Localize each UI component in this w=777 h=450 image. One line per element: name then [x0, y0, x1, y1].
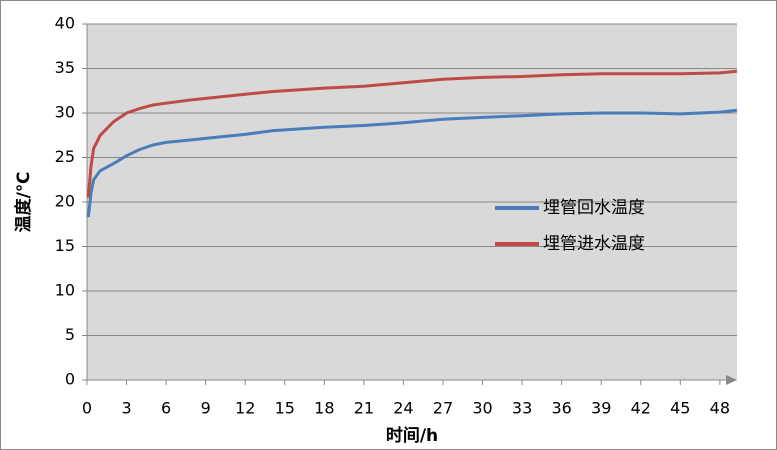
x-tick-label: 3: [121, 399, 131, 418]
x-tick-label: 33: [512, 399, 532, 418]
x-axis-arrow: [726, 375, 737, 385]
legend-label: 埋管回水温度: [543, 198, 645, 218]
x-tick-label: 27: [433, 399, 453, 418]
x-tick-label: 18: [314, 399, 334, 418]
y-tick-label: 20: [55, 192, 75, 211]
x-tick-label: 48: [710, 399, 730, 418]
y-tick-label: 15: [55, 236, 75, 255]
x-axis-title: 时间/h: [386, 425, 438, 446]
x-tick-label: 39: [591, 399, 611, 418]
x-tick-label: 30: [472, 399, 492, 418]
y-tick-label: 10: [55, 281, 75, 300]
series-line: [86, 69, 738, 198]
y-tick-label: 0: [65, 370, 75, 389]
y-tick-label: 5: [65, 325, 75, 344]
x-tick-label: 42: [631, 399, 651, 418]
x-tick-label: 0: [82, 399, 92, 418]
y-tick-label: 35: [55, 58, 75, 77]
x-tick-label: 21: [354, 399, 374, 418]
x-tick-label: 9: [201, 399, 211, 418]
series-line: [86, 108, 738, 218]
x-tick-label: 45: [670, 399, 690, 418]
y-axis-title: 温度/℃: [13, 172, 34, 233]
x-tick-label: 36: [551, 399, 571, 418]
x-tick-label: 12: [235, 399, 255, 418]
x-tick-label: 15: [275, 399, 295, 418]
y-tick-label: 30: [55, 103, 75, 122]
x-tick-label: 6: [161, 399, 171, 418]
y-tick-label: 40: [55, 14, 75, 33]
y-tick-label: 25: [55, 147, 75, 166]
x-tick-label: 24: [393, 399, 413, 418]
legend-label: 埋管进水温度: [543, 234, 645, 254]
